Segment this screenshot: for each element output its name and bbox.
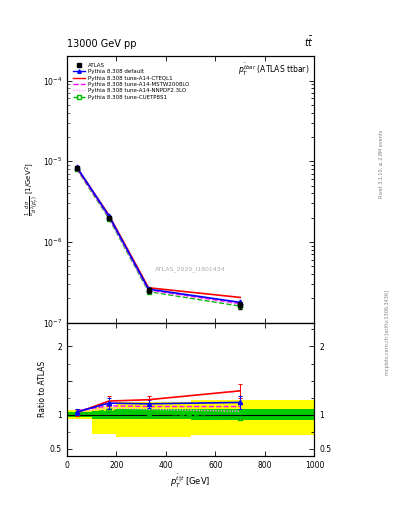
Text: ATLAS_2020_I1801434: ATLAS_2020_I1801434 [155, 266, 226, 272]
Legend: ATLAS, Pythia 8.308 default, Pythia 8.308 tune-A14-CTEQL1, Pythia 8.308 tune-A14: ATLAS, Pythia 8.308 default, Pythia 8.30… [72, 62, 191, 101]
Y-axis label: Ratio to ATLAS: Ratio to ATLAS [38, 361, 47, 417]
Text: 13000 GeV pp: 13000 GeV pp [67, 38, 136, 49]
Text: Rivet 3.1.10, ≥ 2.8M events: Rivet 3.1.10, ≥ 2.8M events [379, 130, 384, 198]
Y-axis label: $\frac{1}{\sigma}\frac{d\sigma}{d^2(p_T^{\bar{t}})}$ [1/GeV$^2$]: $\frac{1}{\sigma}\frac{d\sigma}{d^2(p_T^… [24, 163, 41, 216]
Text: $t\bar{t}$: $t\bar{t}$ [305, 35, 314, 49]
Text: $p_T^{\bar{t}bar}$ (ATLAS ttbar): $p_T^{\bar{t}bar}$ (ATLAS ttbar) [238, 61, 309, 78]
Text: mcplots.cern.ch [arXiv:1306.3436]: mcplots.cern.ch [arXiv:1306.3436] [385, 290, 389, 375]
X-axis label: $p^{\bar{t}|t}_{T}$ [GeV]: $p^{\bar{t}|t}_{T}$ [GeV] [171, 472, 211, 490]
